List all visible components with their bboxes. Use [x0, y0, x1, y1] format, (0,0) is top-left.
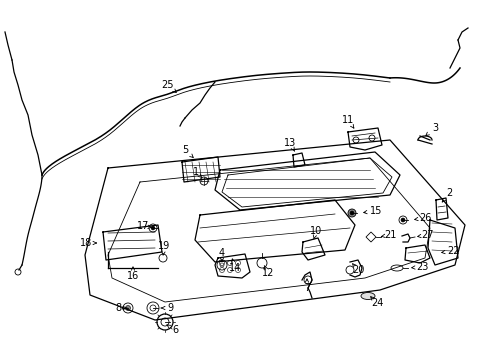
Circle shape	[151, 226, 155, 230]
Text: 9: 9	[166, 303, 173, 313]
Text: 18: 18	[80, 238, 92, 248]
Text: 16: 16	[126, 271, 139, 281]
Circle shape	[347, 209, 355, 217]
Circle shape	[125, 306, 130, 310]
Text: 17: 17	[137, 221, 149, 231]
Text: 24: 24	[370, 298, 383, 308]
Text: 1: 1	[193, 167, 199, 177]
Circle shape	[349, 211, 353, 215]
Text: 10: 10	[309, 226, 322, 236]
Text: 12: 12	[261, 268, 274, 278]
Text: 22: 22	[446, 246, 458, 256]
Text: 19: 19	[158, 241, 170, 251]
Text: 11: 11	[341, 115, 353, 125]
Text: 6: 6	[172, 325, 178, 335]
Ellipse shape	[360, 292, 374, 300]
Text: 14: 14	[228, 263, 241, 273]
Text: 20: 20	[351, 265, 364, 275]
Text: 3: 3	[431, 123, 437, 133]
Circle shape	[400, 218, 404, 222]
Text: 23: 23	[415, 262, 427, 272]
Text: 4: 4	[219, 248, 224, 258]
Ellipse shape	[390, 265, 402, 271]
Text: 8: 8	[115, 303, 121, 313]
Text: 15: 15	[369, 206, 382, 216]
Text: 25: 25	[162, 80, 174, 90]
Text: 2: 2	[445, 188, 451, 198]
Text: 26: 26	[418, 213, 430, 223]
Text: 21: 21	[383, 230, 395, 240]
Text: 13: 13	[284, 138, 296, 148]
Text: 5: 5	[182, 145, 188, 155]
Text: 27: 27	[421, 230, 433, 240]
Text: 7: 7	[303, 283, 309, 293]
